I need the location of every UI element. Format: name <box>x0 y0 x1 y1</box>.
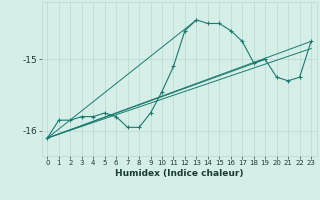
X-axis label: Humidex (Indice chaleur): Humidex (Indice chaleur) <box>115 169 244 178</box>
